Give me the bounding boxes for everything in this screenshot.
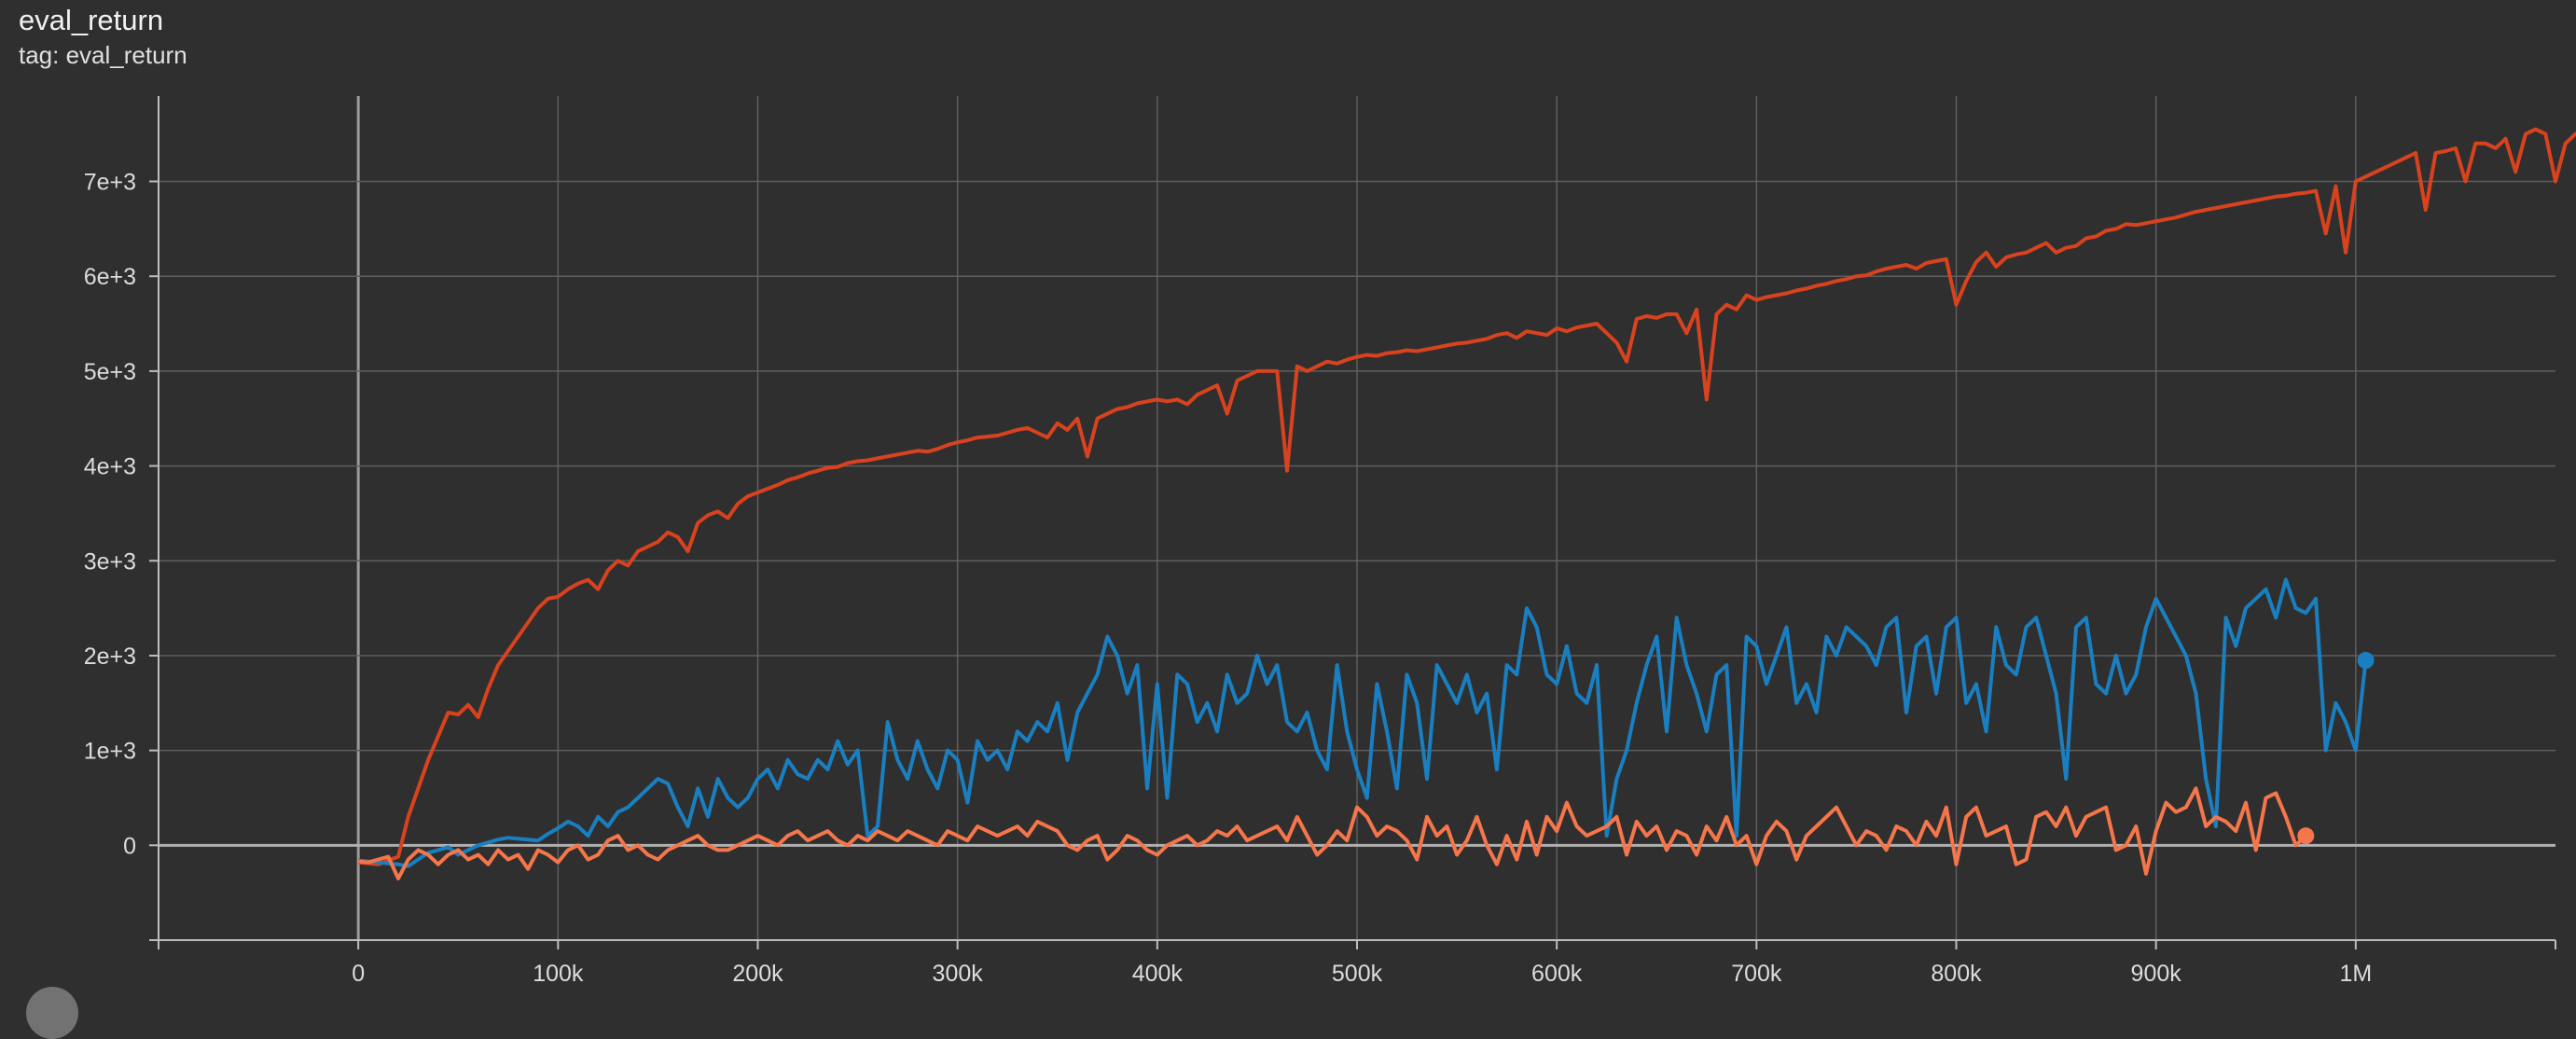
x-tick-label: 300k [933, 961, 984, 987]
series-blue-line [358, 577, 2368, 868]
x-tick-label: 900k [2131, 961, 2182, 987]
x-tick-label: 600k [1531, 961, 1583, 987]
x-tick-label: 700k [1731, 961, 1782, 987]
y-tick-label: 7e+3 [84, 170, 136, 196]
chart-tag: tag: eval_return [19, 41, 187, 69]
y-tick-label: 2e+3 [84, 644, 136, 670]
line-chart[interactable]: 0 100k 200k 300k 400k 500k 600k 700k 800k 900k 1M 0… [0, 0, 2576, 1000]
series-end-point [2297, 827, 2315, 845]
series-lines [358, 127, 2576, 880]
grid [159, 96, 2555, 940]
x-tick-label: 500k [1332, 961, 1383, 987]
y-tick-label: 1e+3 [84, 739, 136, 765]
axes [149, 96, 2556, 949]
x-tick-label: 0 [352, 961, 365, 987]
y-tick-label: 0 [123, 833, 136, 859]
series-red-line [358, 127, 2576, 866]
y-tick-label: 4e+3 [84, 454, 136, 480]
series-orange-line [358, 786, 2307, 880]
series-end-point [2357, 652, 2375, 670]
x-tick-label: 800k [1931, 961, 1982, 987]
x-tick-label: 400k [1132, 961, 1184, 987]
y-tick-label: 6e+3 [84, 264, 136, 290]
y-tick-label: 3e+3 [84, 548, 136, 575]
tick-labels: 0 100k 200k 300k 400k 500k 600k 700k 800k 900k 1M 0… [84, 170, 2373, 987]
x-tick-label: 200k [732, 961, 783, 987]
x-tick-label: 1M [2339, 961, 2372, 987]
chart-title: eval_return [19, 4, 164, 36]
x-tick-label: 100k [533, 961, 584, 987]
y-tick-label: 5e+3 [84, 359, 136, 385]
floating-action-button[interactable] [26, 987, 78, 1039]
